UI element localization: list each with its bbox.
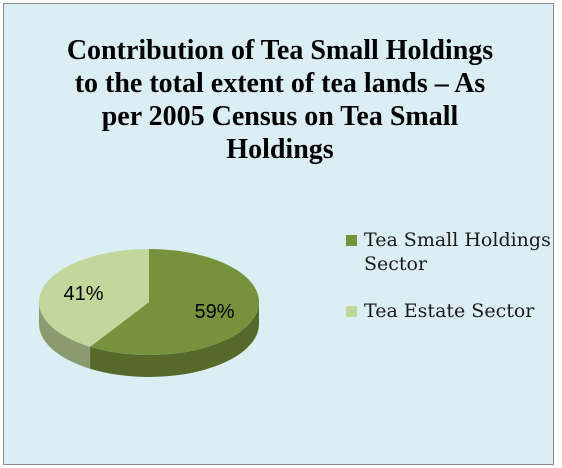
legend-item-estate: Tea Estate Sector xyxy=(346,299,552,323)
legend-item-small-holdings: Tea Small Holdings Sector xyxy=(346,228,552,276)
legend-label-small-holdings: Tea Small Holdings Sector xyxy=(364,229,551,275)
legend-swatch-estate xyxy=(346,306,357,317)
chart-title: Contribution of Tea Small Holdings to th… xyxy=(66,35,494,165)
slice-label-0: 59% xyxy=(194,301,234,323)
pie-side-1-0 xyxy=(39,302,91,369)
pie-slice-0 xyxy=(90,249,259,356)
legend-swatch-small-holdings xyxy=(346,235,357,246)
legend: Tea Small Holdings Sector Tea Estate Sec… xyxy=(346,228,552,346)
pie-side-0-0 xyxy=(90,302,259,377)
legend-label-estate: Tea Estate Sector xyxy=(364,300,535,322)
slice-label-1: 41% xyxy=(63,283,103,305)
chart-area xyxy=(3,3,554,465)
pie-slice-1 xyxy=(39,249,149,347)
